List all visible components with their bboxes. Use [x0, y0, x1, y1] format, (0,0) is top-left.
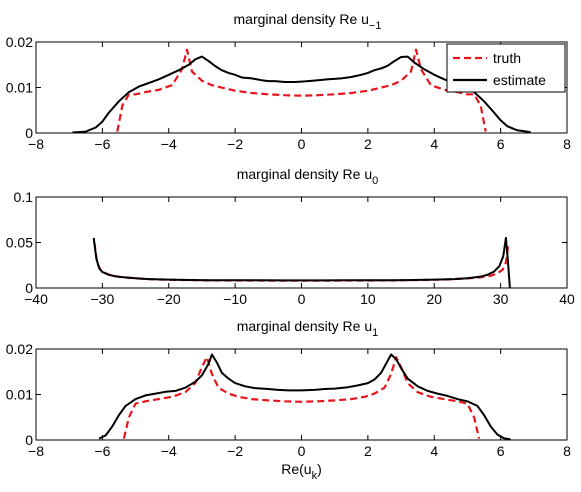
x-tick-label: −10: [223, 291, 247, 307]
x-tick-label: 30: [493, 291, 509, 307]
chart-panel-2: −40 −30 −20 −10 0 10 20 30 40 0 0.05 0.1 marginal de…: [6, 166, 575, 307]
y-tick-label: 0: [25, 280, 33, 296]
x-tick-label: −30: [91, 291, 115, 307]
chart-title: marginal density Re u1: [237, 318, 379, 339]
series-line-truth: [122, 356, 481, 439]
legend-label-estimate: estimate: [493, 72, 546, 88]
series-line-estimate: [98, 353, 511, 440]
x-tick-label: −6: [94, 136, 110, 152]
x-tick-label: 0: [298, 291, 306, 307]
chart-title: marginal density Re u0: [237, 166, 379, 187]
x-tick-label: 2: [364, 136, 372, 152]
x-tick-label: −8: [28, 443, 44, 459]
x-tick-label: −40: [24, 291, 48, 307]
x-tick-label: 0: [298, 136, 306, 152]
x-tick-label: 2: [364, 443, 372, 459]
y-tick-label: 0.1: [14, 189, 34, 205]
series-line-truth: [93, 242, 510, 282]
chart-title: marginal density Re u−1: [234, 11, 382, 32]
x-tick-label: 8: [563, 443, 571, 459]
y-tick-label: 0.01: [6, 387, 33, 403]
legend-box: [446, 43, 566, 93]
x-tick-label: −2: [227, 136, 243, 152]
x-tick-label: 10: [360, 291, 376, 307]
chart-panel-1: −8 −6 −4 −2 0 2 4 6 8 0 0.01 0.02 marginal density R…: [6, 11, 571, 152]
x-tick-label: −2: [227, 443, 243, 459]
legend: truth estimate: [446, 43, 566, 93]
x-tick-label: 20: [426, 291, 442, 307]
chart-panel-3: −8 −6 −4 −2 0 2 4 6 8 0 0.01 0.02 marginal density R…: [6, 318, 571, 482]
x-tick-label: 40: [559, 291, 575, 307]
y-tick-label: 0: [25, 432, 33, 448]
legend-label-truth: truth: [493, 50, 521, 66]
x-tick-label: 4: [430, 443, 438, 459]
series-line-estimate: [92, 236, 511, 288]
x-tick-label: 6: [497, 136, 505, 152]
x-tick-label: 0: [298, 443, 306, 459]
y-tick-label: 0: [25, 125, 33, 141]
series-line-estimate: [72, 55, 531, 133]
x-tick-label: −4: [161, 443, 177, 459]
x-tick-label: 8: [563, 136, 571, 152]
series-line-truth: [116, 48, 487, 132]
x-tick-label: −4: [161, 136, 177, 152]
x-tick-label: 4: [430, 136, 438, 152]
y-tick-label: 0.02: [6, 341, 33, 357]
y-tick-label: 0.05: [6, 235, 33, 251]
y-tick-label: 0.02: [6, 34, 33, 50]
x-tick-label: −20: [157, 291, 181, 307]
x-tick-label: 6: [497, 443, 505, 459]
axes-frame: [35, 348, 568, 441]
x-tick-label: −8: [28, 136, 44, 152]
x-tick-label: −6: [94, 443, 110, 459]
x-axis-label: Re(uk): [281, 461, 322, 482]
y-tick-label: 0.01: [6, 80, 33, 96]
